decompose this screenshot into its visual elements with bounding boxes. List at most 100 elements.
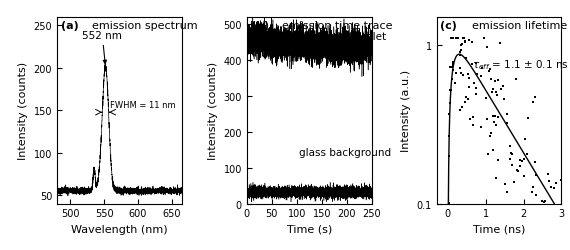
X-axis label: Wavelength (nm): Wavelength (nm)	[71, 224, 168, 234]
Point	[532, 174, 541, 178]
Point	[490, 120, 499, 124]
Point	[445, 154, 454, 158]
Point	[448, 64, 457, 68]
Point	[447, 78, 457, 82]
Point	[484, 70, 494, 73]
Text: emission time trace: emission time trace	[282, 21, 392, 31]
Point	[490, 114, 499, 118]
Point	[493, 78, 502, 82]
Point	[494, 116, 503, 120]
Point	[477, 75, 486, 79]
Point	[447, 37, 456, 41]
Point	[544, 180, 553, 184]
Point	[502, 112, 511, 116]
Text: (b): (b)	[251, 21, 268, 31]
Point	[499, 97, 508, 101]
Point	[547, 185, 556, 189]
Point	[488, 149, 498, 153]
Point	[496, 88, 506, 92]
Point	[511, 78, 520, 82]
Point	[482, 46, 491, 50]
Point	[510, 180, 519, 184]
Point	[532, 194, 541, 198]
X-axis label: Time (ns): Time (ns)	[473, 224, 525, 234]
Point	[458, 74, 467, 78]
Point	[450, 82, 459, 86]
Point	[464, 86, 473, 90]
Point	[461, 40, 470, 44]
Point	[449, 68, 458, 72]
Point	[447, 66, 457, 70]
Point	[492, 91, 501, 95]
Point	[493, 159, 502, 163]
Point	[503, 190, 512, 194]
Point	[505, 144, 514, 148]
Point	[512, 168, 521, 172]
Point	[452, 37, 461, 41]
Point	[540, 200, 549, 204]
Point	[527, 190, 536, 194]
Point	[451, 37, 460, 41]
Point	[455, 54, 465, 58]
Point	[470, 81, 479, 85]
Point	[472, 86, 481, 90]
Point	[529, 101, 538, 105]
Point	[540, 199, 549, 203]
Point	[505, 158, 514, 162]
Point	[471, 93, 481, 97]
Point	[508, 152, 517, 156]
Point	[486, 135, 495, 139]
Point	[516, 165, 525, 169]
Point	[552, 181, 561, 185]
Point	[466, 117, 475, 121]
Point	[487, 132, 496, 136]
Y-axis label: Intensity (counts): Intensity (counts)	[208, 62, 218, 160]
Text: Nanoplatelet: Nanoplatelet	[319, 32, 386, 42]
Point	[479, 37, 488, 41]
Point	[447, 89, 456, 93]
Point	[487, 91, 496, 95]
Point	[455, 108, 465, 112]
Point	[502, 121, 511, 125]
Point	[448, 61, 457, 65]
Text: emission lifetime: emission lifetime	[471, 21, 567, 31]
Point	[487, 78, 496, 82]
Point	[449, 37, 458, 41]
Point	[520, 174, 529, 178]
Point	[449, 37, 458, 41]
Point	[490, 80, 499, 84]
Point	[463, 97, 473, 101]
Point	[446, 37, 455, 41]
Point	[492, 93, 502, 97]
Point	[457, 105, 466, 109]
Point	[462, 56, 471, 60]
Point	[465, 39, 474, 43]
Text: glass background: glass background	[299, 147, 392, 157]
Text: FWHM = 11 nm: FWHM = 11 nm	[109, 100, 175, 109]
Point	[483, 117, 492, 121]
Point	[449, 63, 458, 67]
Y-axis label: Intensity (counts): Intensity (counts)	[18, 62, 28, 160]
Point	[530, 161, 539, 165]
Point	[467, 63, 477, 67]
Point	[537, 199, 546, 203]
Point	[530, 96, 539, 100]
Point	[461, 96, 470, 100]
Point	[456, 44, 465, 48]
Point	[454, 37, 463, 41]
Text: (c): (c)	[441, 21, 457, 31]
Point	[445, 66, 454, 70]
Point	[444, 201, 453, 205]
Point	[496, 42, 505, 46]
Point	[455, 50, 464, 54]
Point	[446, 88, 455, 92]
Point	[492, 123, 501, 127]
Text: 552 nm: 552 nm	[82, 31, 122, 64]
Point	[463, 73, 473, 77]
Point	[455, 67, 465, 71]
Point	[500, 182, 510, 186]
Point	[482, 96, 491, 100]
Point	[457, 43, 466, 47]
Point	[486, 67, 495, 71]
Point	[520, 138, 529, 142]
